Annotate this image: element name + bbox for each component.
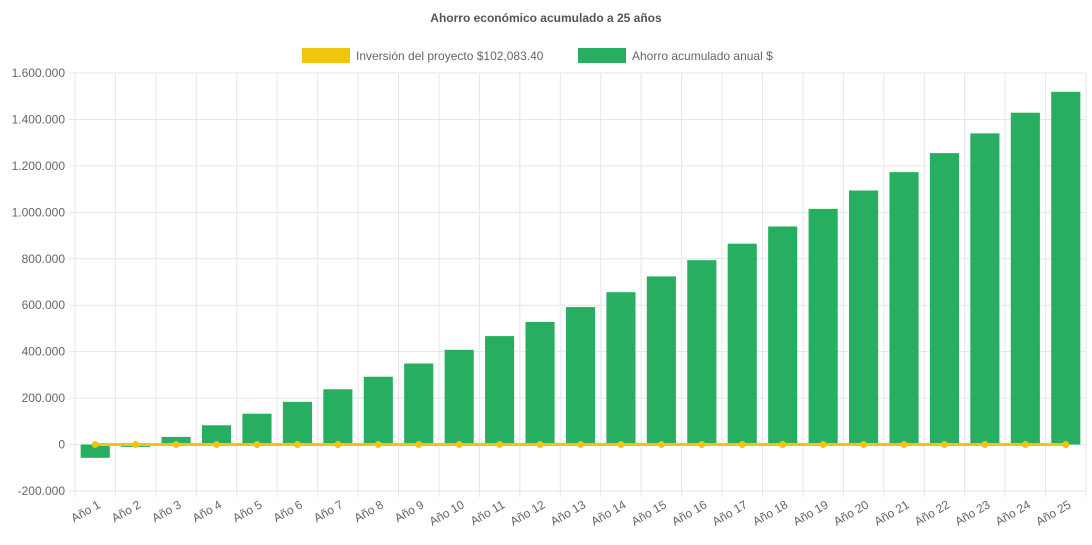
x-tick-label: Año 1 <box>69 497 103 525</box>
x-tick-label: Año 16 <box>669 497 709 528</box>
x-tick-label: Año 17 <box>710 497 750 528</box>
savings-bar[interactable] <box>970 133 1000 445</box>
y-axis: -200.000 0 200.000 400.000 600.000 800.000 1.0… <box>12 66 66 498</box>
savings-bar[interactable] <box>929 153 960 445</box>
investment-point[interactable] <box>374 441 382 449</box>
y-tick-label: -200.000 <box>18 484 66 498</box>
x-tick-label: Año 11 <box>468 497 507 528</box>
x-tick-label: Año 13 <box>548 497 588 528</box>
savings-bar[interactable] <box>646 276 676 445</box>
investment-point[interactable] <box>900 441 908 449</box>
investment-point[interactable] <box>738 441 746 449</box>
x-tick-label: Año 8 <box>352 497 386 525</box>
savings-bar[interactable] <box>363 376 393 445</box>
legend-label-investment[interactable]: Inversión del proyecto $102,083.40 <box>356 49 544 63</box>
x-tick-label: Año 18 <box>750 497 790 528</box>
savings-bar[interactable] <box>565 307 596 445</box>
x-tick-label: Año 4 <box>190 497 224 525</box>
savings-bar[interactable] <box>727 243 757 445</box>
savings-bars <box>80 91 1081 458</box>
y-tick-label: 800.000 <box>22 252 66 266</box>
investment-point[interactable] <box>455 441 463 449</box>
y-tick-label: 200.000 <box>22 391 66 405</box>
investment-point[interactable] <box>657 441 665 449</box>
chart-title: Ahorro económico acumulado a 25 años <box>430 11 662 25</box>
investment-point[interactable] <box>213 441 221 449</box>
x-tick-label: Año 15 <box>629 497 669 528</box>
savings-bar[interactable] <box>404 363 434 445</box>
investment-point[interactable] <box>860 441 868 449</box>
x-tick-label: Año 12 <box>508 497 548 528</box>
savings-bar[interactable] <box>808 208 838 445</box>
x-tick-label: Año 10 <box>427 497 467 528</box>
investment-point[interactable] <box>496 441 504 449</box>
x-tick-label: Año 23 <box>952 497 992 528</box>
investment-point[interactable] <box>1062 441 1070 449</box>
investment-point[interactable] <box>253 441 261 449</box>
savings-bar[interactable] <box>201 425 232 445</box>
savings-bar[interactable] <box>1051 91 1081 445</box>
savings-bar[interactable] <box>161 436 191 445</box>
savings-bar[interactable] <box>889 172 919 445</box>
y-tick-label: 0 <box>58 438 65 452</box>
y-tick-label: 1.400.000 <box>12 112 66 126</box>
y-tick-label: 600.000 <box>22 298 66 312</box>
investment-point[interactable] <box>617 441 625 449</box>
investment-point[interactable] <box>819 441 827 449</box>
legend-label-savings[interactable]: Ahorro acumulado anual $ <box>632 49 773 63</box>
x-tick-label: Año 2 <box>109 497 143 525</box>
x-tick-label: Año 3 <box>149 497 183 525</box>
x-tick-label: Año 9 <box>392 497 426 525</box>
x-axis: Año 1 Año 2 Año 3 Año 4 Año 5 Año 6 Año 7 Año 8… <box>69 497 1074 528</box>
legend-swatch-investment[interactable] <box>302 48 350 63</box>
investment-point[interactable] <box>293 441 301 449</box>
legend-swatch-savings[interactable] <box>578 48 626 63</box>
savings-bar[interactable] <box>1010 112 1040 445</box>
x-tick-label: Año 22 <box>912 497 952 528</box>
x-tick-label: Año 14 <box>588 497 628 528</box>
savings-bar[interactable] <box>444 349 474 445</box>
investment-point[interactable] <box>536 441 544 449</box>
savings-bar[interactable] <box>323 389 353 445</box>
savings-bar[interactable] <box>849 190 879 445</box>
legend: Inversión del proyecto $102,083.40 Ahorr… <box>302 48 773 63</box>
y-tick-label: 1.000.000 <box>12 205 66 219</box>
investment-point[interactable] <box>132 441 140 449</box>
savings-bar[interactable] <box>606 292 636 445</box>
x-tick-label: Año 5 <box>230 497 264 525</box>
investment-line <box>91 441 1070 449</box>
x-tick-label: Año 7 <box>311 497 345 525</box>
y-tick-label: 1.200.000 <box>12 159 66 173</box>
savings-bar[interactable] <box>80 444 110 458</box>
savings-bar[interactable] <box>242 413 272 445</box>
grid-lines <box>69 72 1087 497</box>
investment-point[interactable] <box>1021 441 1029 449</box>
y-tick-label: 1.600.000 <box>12 66 66 80</box>
y-tick-label: 400.000 <box>22 345 66 359</box>
savings-bar[interactable] <box>282 401 312 445</box>
investment-point[interactable] <box>577 441 584 449</box>
x-tick-label: Año 19 <box>791 497 831 528</box>
savings-bar[interactable] <box>525 321 555 445</box>
investment-point[interactable] <box>334 441 342 449</box>
x-tick-label: Año 21 <box>872 497 912 528</box>
x-tick-label: Año 6 <box>271 497 305 525</box>
investment-point[interactable] <box>91 441 99 449</box>
investment-point[interactable] <box>981 441 989 449</box>
savings-bar[interactable] <box>687 260 717 445</box>
savings-bar[interactable] <box>768 226 798 445</box>
investment-point[interactable] <box>172 441 180 449</box>
x-tick-label: Año 25 <box>1033 497 1073 528</box>
savings-bar[interactable] <box>485 336 515 445</box>
investment-point[interactable] <box>415 441 423 449</box>
x-tick-label: Año 24 <box>993 497 1033 528</box>
investment-point[interactable] <box>779 441 787 449</box>
investment-point[interactable] <box>940 441 948 449</box>
x-tick-label: Año 20 <box>831 497 871 528</box>
investment-point[interactable] <box>698 441 706 449</box>
